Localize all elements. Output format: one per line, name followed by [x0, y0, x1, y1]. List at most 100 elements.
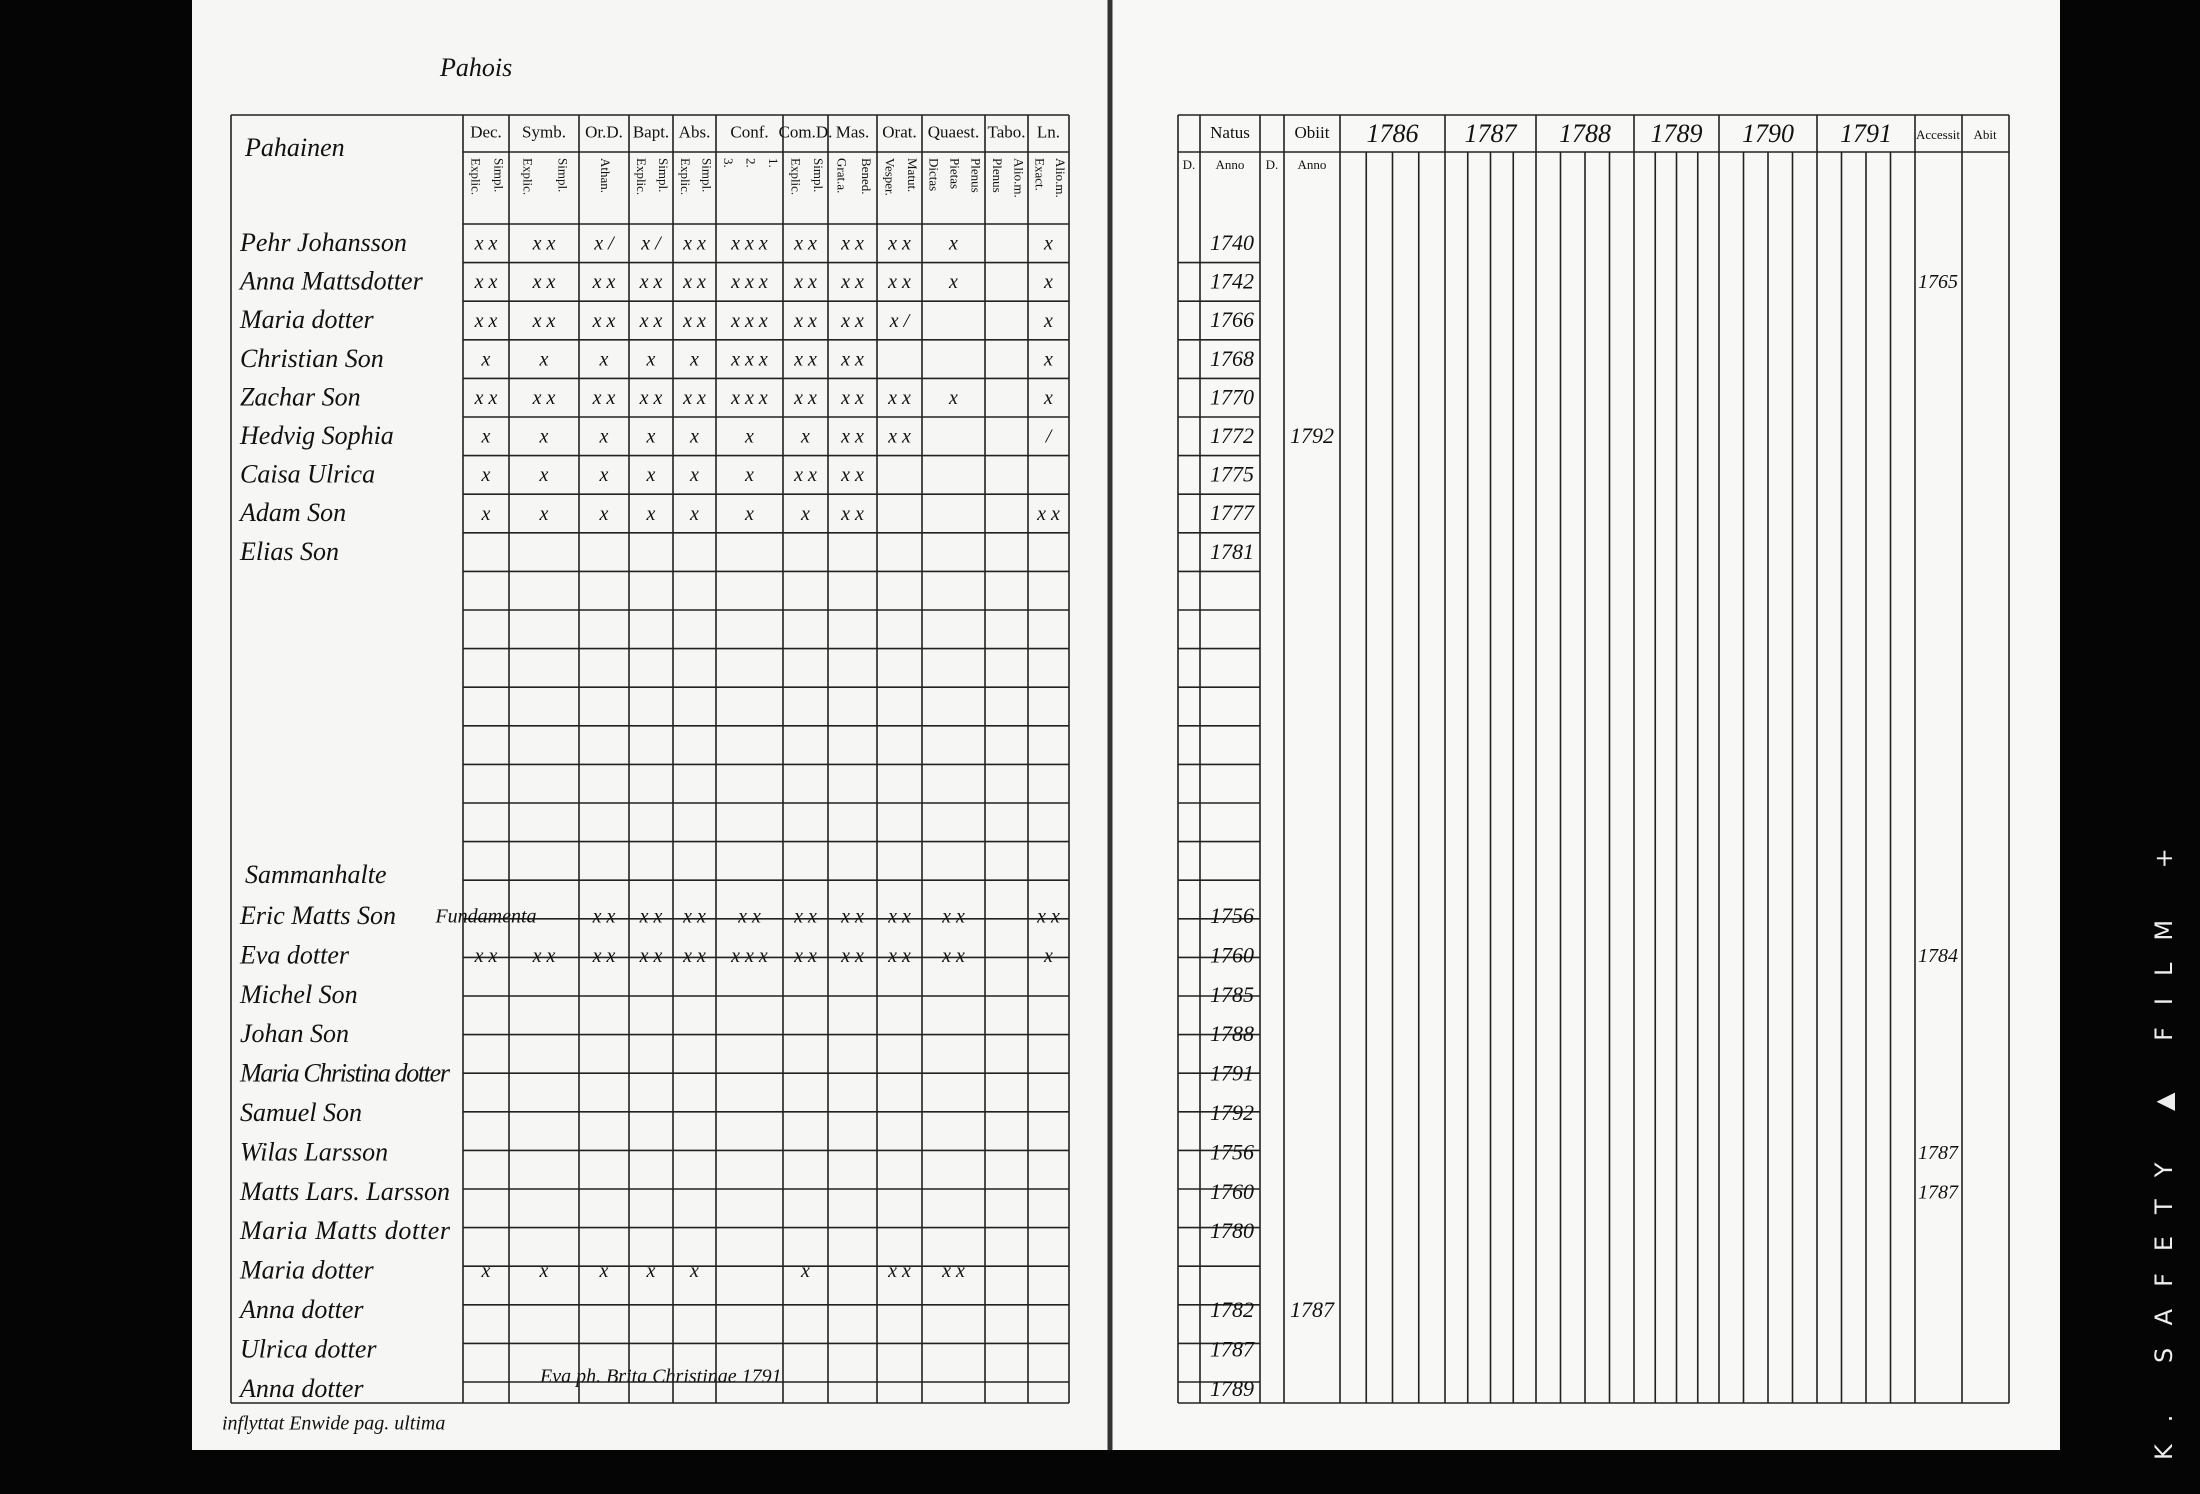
column-sub: 3.	[721, 158, 736, 168]
year-head: 1787	[1465, 119, 1518, 148]
natus-head: Natus	[1210, 123, 1250, 142]
accessit-year: 1787	[1918, 1181, 1959, 1203]
mark: x	[646, 1260, 656, 1282]
mark: x x	[840, 348, 864, 370]
mark: x x	[474, 310, 498, 332]
column-head: Symb.	[522, 122, 566, 141]
mark: x x	[592, 906, 616, 928]
person-name: Anna dotter	[238, 1374, 364, 1403]
mark: x x	[592, 945, 616, 967]
column-sub: Alio.m.	[1053, 158, 1068, 198]
mark: x	[948, 271, 958, 293]
person-name: Johan Son	[240, 1019, 349, 1048]
mark: x x	[887, 271, 911, 293]
mark: x	[599, 1260, 609, 1282]
mark: x x	[682, 906, 706, 928]
column-sub: Simpl.	[811, 158, 826, 192]
date-sub: Anno	[1298, 157, 1327, 172]
person-name: Wilas Larsson	[240, 1137, 388, 1166]
mark: x	[948, 387, 958, 409]
mark: x x	[474, 271, 498, 293]
accessit-head: Accessit	[1916, 127, 1960, 142]
mark: x	[689, 1260, 699, 1282]
mark: x x	[793, 906, 817, 928]
mark: x	[1043, 348, 1053, 370]
mark: x x	[1036, 503, 1060, 525]
mark: x x x	[730, 233, 768, 255]
mark: x x x	[730, 387, 768, 409]
parish-name: Pahois	[439, 53, 512, 82]
year-head: 1791	[1840, 119, 1892, 148]
birth-year: 1742	[1210, 269, 1254, 294]
mark: x /	[593, 233, 616, 255]
birth-year: 1789	[1210, 1376, 1254, 1401]
column-sub: Explic.	[788, 158, 803, 195]
mark: x x	[840, 387, 864, 409]
birth-year: 1760	[1210, 1179, 1254, 1204]
obiit-head: Obiit	[1295, 123, 1330, 142]
mark: x x x	[730, 310, 768, 332]
mark: x x	[682, 387, 706, 409]
birth-year: 1756	[1210, 903, 1254, 928]
birth-year: 1792	[1210, 1100, 1254, 1125]
person-name: Pehr Johansson	[239, 228, 407, 257]
mark: x x	[682, 233, 706, 255]
column-sub: Plenus	[990, 158, 1005, 193]
column-sub: Simpl.	[699, 158, 714, 192]
person-name: Samuel Son	[240, 1098, 362, 1127]
column-sub: 2.	[744, 158, 759, 168]
birth-year: 1780	[1210, 1218, 1254, 1243]
column-head: Dec.	[470, 122, 502, 141]
right-page	[1112, 0, 2060, 1450]
column-sub: Explic.	[634, 158, 649, 195]
mark: x	[646, 426, 656, 448]
death-year: 1787	[1290, 1297, 1335, 1322]
mark: x x	[532, 271, 556, 293]
birth-year: 1772	[1210, 423, 1254, 448]
birth-year: 1770	[1210, 384, 1254, 409]
mark: x x	[840, 464, 864, 486]
mark: x	[744, 464, 754, 486]
column-head: Quaest.	[928, 122, 979, 141]
column-sub: Grat.a.	[834, 158, 849, 193]
mark: x	[646, 348, 656, 370]
year-head: 1789	[1651, 119, 1703, 148]
birth-year: 1766	[1210, 307, 1254, 332]
person-name: Elias Son	[239, 537, 339, 566]
mark: x x	[793, 233, 817, 255]
date-sub: D.	[1266, 157, 1279, 172]
year-head: 1790	[1742, 119, 1794, 148]
mark: x x	[887, 387, 911, 409]
mark: x	[800, 426, 810, 448]
mark: x x	[840, 233, 864, 255]
year-head: 1788	[1559, 119, 1611, 148]
names-heading: Pahainen	[244, 133, 345, 162]
column-head: Tabo.	[988, 122, 1026, 141]
column-sub: Pietas	[948, 158, 963, 189]
mark: x	[800, 1260, 810, 1282]
birth-year: 1777	[1210, 500, 1255, 525]
mark: x	[539, 348, 549, 370]
mark: x x	[840, 503, 864, 525]
column-sub: Plenus	[969, 158, 984, 193]
person-name: Maria dotter	[239, 305, 374, 334]
mark: x x	[639, 271, 663, 293]
mark: /	[1045, 426, 1054, 448]
column-head: Ln.	[1037, 122, 1060, 141]
mark: x x	[1036, 906, 1060, 928]
mark: x	[689, 464, 699, 486]
mark: x x	[793, 387, 817, 409]
accessit-year: 1784	[1918, 945, 1958, 967]
mark: x	[539, 426, 549, 448]
birth-year: 1781	[1210, 539, 1254, 564]
mark: x	[599, 464, 609, 486]
date-sub: D.	[1183, 157, 1196, 172]
mark: x x	[682, 945, 706, 967]
footer-note: inflyttat Enwide pag. ultima	[222, 1413, 445, 1435]
mark: x x	[840, 426, 864, 448]
year-head: 1786	[1367, 119, 1419, 148]
mark: x /	[889, 310, 912, 332]
mark: x	[689, 426, 699, 448]
mark: x	[481, 426, 491, 448]
